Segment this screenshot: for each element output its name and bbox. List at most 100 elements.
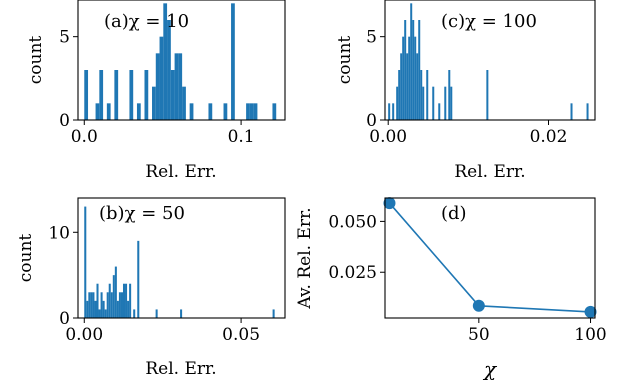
panel-c-bar-0 bbox=[388, 103, 391, 120]
panel-a-bar-13 bbox=[170, 70, 175, 120]
panel-c-label: (c)χ = 100 bbox=[441, 11, 537, 32]
panel-a-bar-20 bbox=[231, 3, 235, 120]
panel-b-bar-23 bbox=[133, 309, 136, 318]
panel-c-ylabel: count bbox=[335, 36, 355, 85]
panel-b-bar-18 bbox=[120, 292, 123, 318]
panel-b-bar-11 bbox=[106, 292, 109, 318]
panel-a-plot: 0.0 0.1 0 5 bbox=[59, 0, 286, 147]
panel-d-label: (d) bbox=[441, 203, 467, 224]
panel-c-bar-18 bbox=[438, 103, 441, 120]
panel-c-bar-21 bbox=[450, 86, 453, 120]
panel-c-bar-5 bbox=[402, 36, 405, 120]
panel-a-xlabel: Rel. Err. bbox=[145, 162, 216, 182]
panel-a-bar-7 bbox=[144, 70, 149, 120]
panel-c-bar-24 bbox=[586, 103, 589, 120]
panel-b-bar-24 bbox=[137, 240, 140, 318]
panel-a-bar-23 bbox=[253, 103, 258, 120]
panel-c-plot: 0.00 0.02 0 5 bbox=[366, 0, 596, 147]
panel-a-bar-1 bbox=[95, 103, 100, 120]
panel-a-bar-10 bbox=[159, 36, 164, 120]
panel-a-label: (a)χ = 10 bbox=[104, 11, 189, 32]
panel-b-bar-22 bbox=[129, 283, 132, 318]
panel-b-bar-14 bbox=[112, 275, 115, 318]
panel-d-xtick-label-0: 50 bbox=[468, 325, 490, 345]
panel-b-bar-3 bbox=[90, 292, 93, 318]
panel-d-ytick-label-1: 0.050 bbox=[328, 212, 377, 232]
panel-d-ylabel: Av. Rel. Err. bbox=[295, 207, 315, 309]
panel-a-ylabel: count bbox=[26, 36, 46, 85]
panel-c-bar-1 bbox=[392, 103, 395, 120]
panel-a-bar-8 bbox=[152, 86, 156, 120]
panel-b-bar-8 bbox=[100, 292, 103, 318]
panel-a-xtick-label-0: 0.0 bbox=[71, 127, 98, 147]
panel-a-bar-4 bbox=[114, 70, 119, 120]
panel-d-frame bbox=[384, 197, 596, 319]
panel-b-bar-27 bbox=[272, 309, 275, 318]
panel-c-bar-14 bbox=[420, 70, 423, 120]
panel-d-plot: 50 100 0.025 0.050 bbox=[328, 197, 607, 345]
panel-b-bar-16 bbox=[116, 300, 119, 318]
panel-c-xtick-label-0: 0.00 bbox=[369, 127, 407, 147]
panel-c-ytick-label-0: 0 bbox=[366, 111, 377, 131]
panel-a-bar-14 bbox=[174, 53, 179, 121]
panel-b-bar-6 bbox=[96, 283, 99, 318]
panel-c-bar-3 bbox=[398, 70, 401, 120]
panel-b-ytick-label-0: 0 bbox=[59, 309, 70, 329]
panel-b-bar-13 bbox=[110, 292, 113, 318]
panel-b-bar-20 bbox=[125, 283, 128, 318]
panel-a-bar-21 bbox=[246, 103, 250, 120]
panel-a-bar-3 bbox=[106, 103, 111, 120]
panel-b-plot: 0.00 0.05 0 10 bbox=[48, 197, 286, 345]
panel-c: 0.00 0.02 0 5 (c)χ = 100 Rel. Err. count bbox=[335, 0, 596, 182]
panel-c-bar-17 bbox=[432, 86, 435, 120]
panel-c-bar-22 bbox=[486, 70, 489, 120]
panel-a-bar-19 bbox=[223, 103, 228, 120]
panel-a-bar-16 bbox=[182, 86, 186, 120]
panel-c-bar-10 bbox=[412, 20, 415, 120]
panel-b-bar-21 bbox=[127, 300, 130, 318]
panel-c-bar-20 bbox=[448, 70, 451, 120]
panel-b-bar-0 bbox=[84, 206, 87, 318]
panel-a-bar-5 bbox=[129, 70, 134, 120]
panel-a-bar-17 bbox=[189, 103, 194, 120]
panel-c-bar-23 bbox=[570, 103, 573, 120]
panel-b-bar-17 bbox=[118, 292, 121, 318]
panel-a-bar-22 bbox=[249, 103, 254, 120]
panel-a-bar-11 bbox=[163, 3, 168, 120]
panel-c-xlabel: Rel. Err. bbox=[454, 162, 525, 182]
panel-c-frame bbox=[384, 0, 596, 121]
panel-c-bar-11 bbox=[414, 36, 417, 120]
panel-c-bar-19 bbox=[444, 86, 447, 120]
panel-b-bar-10 bbox=[104, 309, 107, 318]
panel-c-bar-2 bbox=[396, 86, 399, 120]
panel-b: 0.00 0.05 0 10 (b)χ = 50 Rel. Err. count bbox=[16, 197, 286, 379]
panel-b-bar-25 bbox=[155, 309, 158, 318]
panel-a-ytick-label-0: 0 bbox=[59, 111, 70, 131]
panel-d-point-1 bbox=[472, 299, 485, 312]
panel-c-bar-7 bbox=[406, 53, 409, 121]
panel-c-bar-12 bbox=[416, 53, 419, 121]
panel-a-bar-2 bbox=[99, 70, 104, 120]
panel-b-xtick-label-0: 0.00 bbox=[65, 325, 103, 345]
panel-c-bar-6 bbox=[404, 20, 407, 120]
panel-b-frame bbox=[77, 197, 286, 319]
panel-d-point-2 bbox=[584, 305, 597, 318]
panel-a-bar-18 bbox=[208, 103, 213, 120]
panel-b-bar-7 bbox=[98, 309, 101, 318]
panel-a-bar-15 bbox=[178, 53, 183, 121]
panel-a-bar-6 bbox=[136, 103, 141, 120]
panel-a: 0.0 0.1 0 5 (a)χ = 10 Rel. Err. count bbox=[26, 0, 286, 182]
panel-c-bar-4 bbox=[400, 53, 403, 121]
panel-a-ytick-label-1: 5 bbox=[59, 28, 70, 48]
panel-b-bar-2 bbox=[88, 292, 91, 318]
panel-c-bar-16 bbox=[426, 70, 429, 120]
panel-c-bar-15 bbox=[422, 86, 425, 120]
panel-b-bar-1 bbox=[86, 300, 89, 318]
panel-a-bar-12 bbox=[167, 20, 171, 120]
panel-b-bar-26 bbox=[180, 309, 183, 318]
panel-b-ylabel: count bbox=[16, 234, 36, 283]
panel-a-bar-24 bbox=[272, 103, 277, 120]
panel-c-bar-9 bbox=[410, 3, 413, 120]
panel-a-bar-0 bbox=[84, 70, 89, 120]
